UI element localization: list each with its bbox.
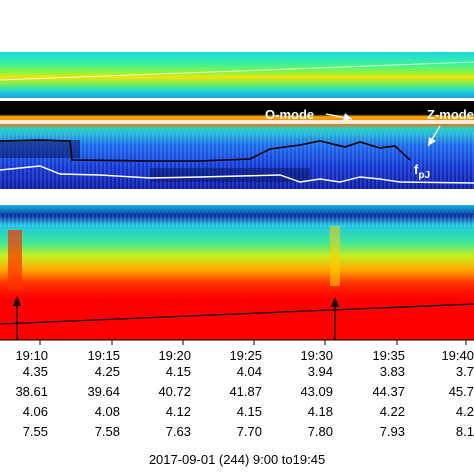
- top-panel-background: [0, 52, 474, 98]
- ephemeris-value: 7.58: [95, 424, 120, 439]
- ephemeris-value: 4.12: [166, 404, 191, 419]
- time-tick-label: 19:10: [15, 348, 48, 363]
- bottom-trace: [0, 303, 474, 325]
- o-mode-arrowhead: [343, 113, 352, 121]
- ephemeris-value: 43.09: [300, 384, 333, 399]
- ephemeris-value: 45.7: [449, 384, 474, 399]
- ephemeris-value: 44.37: [372, 384, 405, 399]
- middle-panel-white-band: [0, 120, 474, 124]
- time-tick-label: 19:15: [87, 348, 120, 363]
- time-tick-label: 19:40: [441, 348, 474, 363]
- ephemeris-value: 4.35: [23, 364, 48, 379]
- ephemeris-value: 4.15: [237, 404, 262, 419]
- ephemeris-value: 7.70: [237, 424, 262, 439]
- event-arrowhead-left: [13, 296, 21, 306]
- ephemeris-value: 3.94: [308, 364, 333, 379]
- bottom-burst-right: [330, 226, 340, 286]
- z-mode-arrowhead: [428, 137, 436, 146]
- ephemeris-value: 4.2: [456, 404, 474, 419]
- ephemeris-value: 7.93: [380, 424, 405, 439]
- time-tick-label: 19:30: [300, 348, 333, 363]
- ephemeris-table: 4.35 4.25 4.15 4.04 3.94 3.83 3.7 38.61 39.64 40.…: [15, 364, 474, 439]
- time-tick-label: 19:35: [372, 348, 405, 363]
- bottom-burst-left: [8, 230, 22, 290]
- ephemeris-value: 4.25: [95, 364, 120, 379]
- ephemeris-value: 38.61: [15, 384, 48, 399]
- figure-caption: 2017-09-01 (244) 9:00 to19:45: [148, 452, 326, 467]
- ephemeris-value: 4.15: [166, 364, 191, 379]
- ephemeris-value: 4.08: [95, 404, 120, 419]
- ephemeris-value: 4.22: [380, 404, 405, 419]
- bottom-panel-background: [0, 205, 474, 340]
- dark-patch-center: [150, 168, 310, 182]
- bottom-panel-texture: [0, 215, 474, 227]
- ephemeris-value: 7.80: [308, 424, 333, 439]
- ephemeris-value: 8.1: [456, 424, 474, 439]
- z-mode-label: Z-mode: [427, 107, 474, 122]
- o-mode-label: O-mode: [265, 107, 314, 122]
- black-trace: [0, 139, 411, 162]
- ephemeris-value: 7.63: [166, 424, 191, 439]
- top-panel-trace: [0, 61, 474, 81]
- ephemeris-value: 3.83: [380, 364, 405, 379]
- ephemeris-value: 7.55: [23, 424, 48, 439]
- time-tick-label: 19:20: [158, 348, 191, 363]
- ephemeris-value: 4.06: [23, 404, 48, 419]
- ephemeris-value: 39.64: [87, 384, 120, 399]
- ephemeris-value: 4.18: [308, 404, 333, 419]
- ephemeris-value: 41.87: [229, 384, 262, 399]
- ephemeris-value: 4.04: [237, 364, 262, 379]
- fpj-trace: [0, 165, 474, 184]
- fpj-label: fpJ: [414, 162, 430, 181]
- event-arrowhead-right: [331, 297, 339, 307]
- ephemeris-value: 3.7: [456, 364, 474, 379]
- time-tick-label: 19:25: [229, 348, 262, 363]
- ephemeris-value: 40.72: [158, 384, 191, 399]
- time-ticks: 19:10 19:15 19:20 19:25 19:30 19:35 19:40: [15, 340, 474, 363]
- dark-patch-left: [0, 140, 80, 158]
